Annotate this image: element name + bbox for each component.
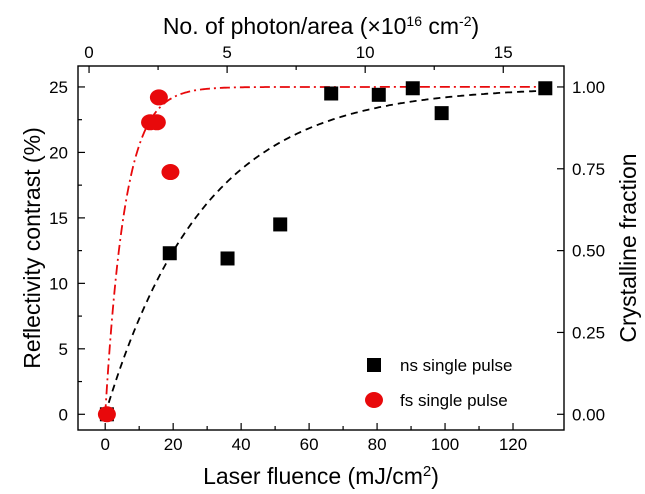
x-tick-label: 0 bbox=[100, 435, 109, 454]
ns-data-point bbox=[405, 81, 420, 96]
top-tick-label: 10 bbox=[356, 43, 375, 62]
top-tick-label: 5 bbox=[222, 43, 231, 62]
right-tick-label: 1.00 bbox=[572, 78, 605, 97]
x-tick-label: 20 bbox=[164, 435, 183, 454]
ns-data-point bbox=[538, 81, 553, 96]
x-tick-label: 40 bbox=[232, 435, 251, 454]
y-tick-label: 10 bbox=[49, 274, 68, 293]
ns-fit-curve bbox=[104, 89, 551, 415]
top-axis-label: No. of photon/area (×1016 cm-2) bbox=[163, 13, 479, 39]
y-tick-label: 5 bbox=[59, 340, 68, 359]
legend-fs-label: fs single pulse bbox=[400, 391, 508, 410]
fs-data-point bbox=[161, 164, 180, 181]
x-tick-label: 100 bbox=[431, 435, 459, 454]
legend-ns-marker bbox=[367, 358, 381, 372]
ns-data-point bbox=[273, 217, 288, 232]
fs-data-point bbox=[147, 114, 166, 131]
fs-data-point bbox=[97, 406, 116, 423]
y-tick-label: 25 bbox=[49, 78, 68, 97]
fs-data-point bbox=[149, 89, 168, 106]
top-tick-label: 0 bbox=[84, 43, 93, 62]
legend-ns-label: ns single pulse bbox=[400, 356, 512, 375]
right-tick-label: 0.50 bbox=[572, 242, 605, 261]
ns-data-point bbox=[434, 106, 449, 121]
x-tick-label: 80 bbox=[368, 435, 387, 454]
ns-data-point bbox=[162, 246, 177, 261]
right-tick-label: 0.25 bbox=[572, 323, 605, 342]
tick-labels: 0 20 40 60 80 100 120 0 5 10 15 20 25 0 5 10 15 0.00 0.25 0… bbox=[49, 43, 605, 454]
right-axis-label: Crystalline fraction bbox=[615, 153, 641, 342]
y-tick-label: 20 bbox=[49, 143, 68, 162]
x-tick-label: 120 bbox=[499, 435, 527, 454]
axis-ticks bbox=[78, 66, 564, 430]
ns-data-point bbox=[220, 251, 235, 266]
x-axis-label: Laser fluence (mJ/cm2) bbox=[203, 463, 439, 490]
x-tick-label: 60 bbox=[300, 435, 319, 454]
y-tick-label: 0 bbox=[59, 405, 68, 424]
legend: ns single pulse fs single pulse bbox=[365, 356, 512, 410]
plot-frame bbox=[77, 65, 565, 431]
legend-fs-marker bbox=[365, 392, 383, 408]
right-tick-label: 0.00 bbox=[572, 405, 605, 424]
ns-data-point bbox=[371, 87, 386, 102]
right-tick-label: 0.75 bbox=[572, 160, 605, 179]
data-markers bbox=[97, 81, 553, 423]
ns-data-point bbox=[324, 86, 339, 101]
top-tick-label: 15 bbox=[494, 43, 513, 62]
y-axis-label: Reflectivity contrast (%) bbox=[19, 127, 45, 369]
y-tick-label: 15 bbox=[49, 209, 68, 228]
